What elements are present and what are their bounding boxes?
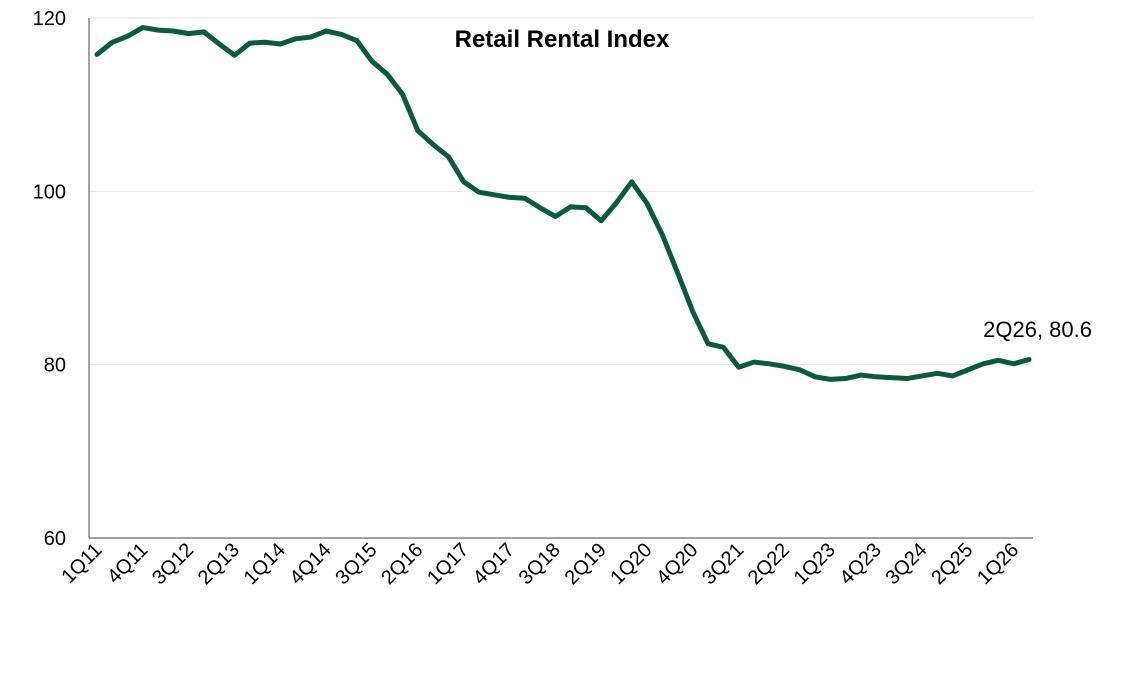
x-tick-label: 3Q15: [331, 539, 381, 589]
x-tick-label: 2Q22: [744, 539, 794, 589]
x-tick-label: 4Q14: [286, 539, 336, 589]
x-tick-label: 4Q20: [652, 539, 702, 589]
x-tick-label: 1Q14: [240, 539, 290, 589]
x-tick-label: 2Q19: [561, 539, 611, 589]
data-points: [95, 25, 1032, 382]
chart-title: Retail Rental Index: [455, 26, 670, 53]
x-tick-label: 2Q25: [927, 539, 977, 589]
last-value-annotation: 2Q26, 80.6: [983, 317, 1092, 342]
y-tick-label: 120: [33, 8, 66, 30]
x-tick-label: 1Q17: [423, 539, 473, 589]
gridlines: [89, 17, 1033, 366]
x-tick-label: 1Q20: [606, 539, 656, 589]
x-tick-label: 2Q13: [194, 539, 244, 589]
x-tick-label: 4Q11: [103, 539, 152, 588]
series-line: [94, 25, 1032, 382]
x-tick-label: 4Q23: [836, 539, 886, 589]
y-tick-label: 100: [33, 181, 66, 203]
x-tick-label: 2Q16: [377, 539, 427, 589]
y-tick-label: 80: [44, 355, 66, 377]
x-tick-label: 3Q21: [698, 539, 748, 589]
x-tick-label: 3Q18: [515, 539, 565, 589]
x-axis-ticks: 1Q114Q113Q122Q131Q144Q143Q152Q161Q174Q17…: [57, 539, 1023, 589]
x-tick-label: 1Q26: [973, 539, 1023, 589]
x-tick-label: 1Q23: [790, 539, 840, 589]
x-tick-label: 4Q17: [469, 539, 519, 589]
x-tick-label: 3Q24: [881, 539, 931, 589]
x-tick-label: 3Q12: [148, 539, 198, 589]
y-axis-ticks: 60 80 100 120: [33, 8, 66, 550]
y-tick-label: 60: [44, 528, 66, 550]
